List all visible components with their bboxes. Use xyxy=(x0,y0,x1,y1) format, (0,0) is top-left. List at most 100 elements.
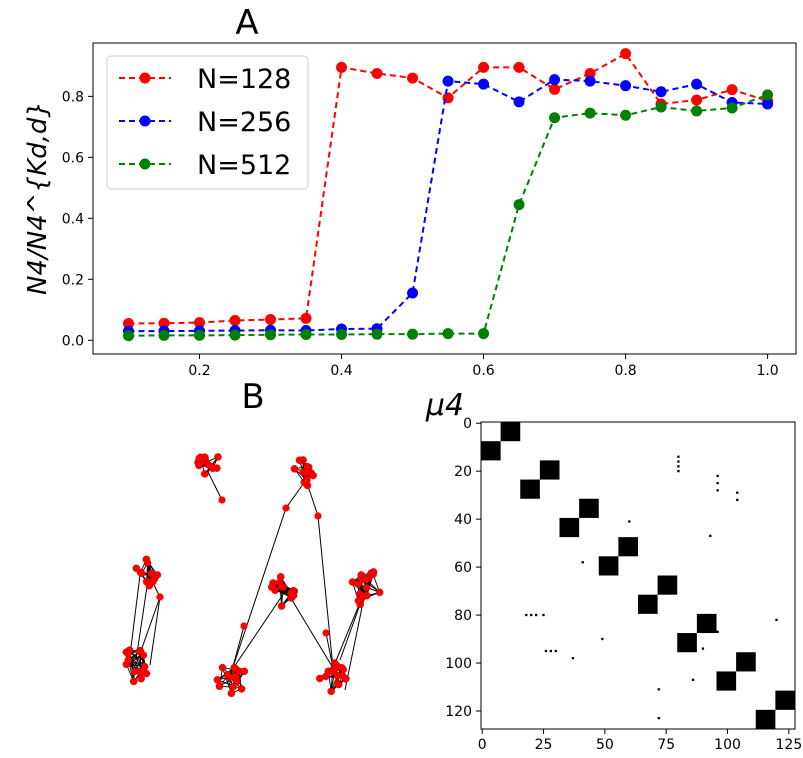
network-node xyxy=(288,592,297,601)
matrix-point xyxy=(657,688,660,691)
network-node xyxy=(230,663,239,672)
data-point xyxy=(336,328,348,340)
data-point xyxy=(158,329,170,341)
network-node xyxy=(334,680,343,689)
network-edge xyxy=(217,679,242,690)
matrix-point xyxy=(677,465,680,468)
x-tick-label: 0.6 xyxy=(472,363,494,379)
matrix-block xyxy=(775,690,795,710)
network-node xyxy=(277,602,286,610)
network-node xyxy=(218,663,227,672)
matrix-block xyxy=(598,556,619,576)
network-node xyxy=(267,583,276,591)
data-point xyxy=(442,75,454,87)
x-tick-label: 1.0 xyxy=(756,363,778,379)
matrix-cells xyxy=(481,422,795,729)
matrix-point xyxy=(581,561,584,564)
network-node xyxy=(309,471,317,480)
network-graph xyxy=(122,453,384,698)
matrix-point xyxy=(736,491,739,494)
y-tick-label: 0.8 xyxy=(62,89,84,105)
network-node xyxy=(322,629,330,637)
network-edge xyxy=(285,589,334,669)
matrix-block xyxy=(559,517,580,538)
data-point xyxy=(655,86,667,98)
matrix-point xyxy=(549,649,552,653)
data-point xyxy=(762,89,774,101)
data-point xyxy=(549,112,561,124)
matrix-point xyxy=(525,613,528,617)
network-edge xyxy=(135,579,149,661)
network-node xyxy=(195,454,203,463)
x-axis-label: μ4 xyxy=(425,388,464,423)
network-node xyxy=(354,580,362,588)
data-point xyxy=(442,328,454,340)
data-point xyxy=(478,78,490,90)
y-tick-label: 0.2 xyxy=(62,272,84,288)
matrix-y-tick-label: 60 xyxy=(454,560,472,576)
matrix-y-tick-label: 120 xyxy=(445,704,472,720)
x-tick-label: 0.2 xyxy=(188,363,210,379)
network-node xyxy=(140,662,149,671)
y-axis-label: N4/N4^{Kd,d} xyxy=(23,101,53,295)
network-node xyxy=(156,593,164,601)
network-node xyxy=(124,649,132,658)
matrix-point xyxy=(571,657,575,660)
data-point xyxy=(726,84,738,96)
matrix-point xyxy=(716,630,719,633)
network-node xyxy=(303,476,311,484)
legend-label: N=256 xyxy=(197,107,291,138)
network-node xyxy=(209,464,217,473)
network-edge xyxy=(231,507,287,671)
network-node xyxy=(138,569,146,578)
data-point xyxy=(300,328,312,340)
matrix-point xyxy=(657,717,660,720)
matrix-block xyxy=(755,709,776,729)
matrix-point xyxy=(736,498,739,502)
data-point xyxy=(123,318,135,330)
network-node xyxy=(331,665,339,673)
network-edge xyxy=(129,574,141,656)
matrix-point xyxy=(691,678,695,681)
data-point xyxy=(229,329,241,341)
network-node xyxy=(142,555,151,564)
data-point xyxy=(549,74,561,86)
network-node xyxy=(227,689,236,698)
network-node xyxy=(362,575,371,584)
network-node xyxy=(137,674,145,683)
data-point xyxy=(336,61,348,73)
network-node xyxy=(337,663,346,672)
legend-box xyxy=(106,55,309,190)
network-node xyxy=(139,651,148,659)
data-point xyxy=(478,328,490,340)
matrix-point xyxy=(542,613,545,617)
network-node xyxy=(295,456,304,464)
matrix-block xyxy=(677,633,697,653)
matrix-block xyxy=(638,594,658,614)
network-edge xyxy=(149,596,161,666)
y-tick-label: 0.6 xyxy=(62,150,84,166)
matrix-x-tick-label: 125 xyxy=(776,737,803,753)
data-point xyxy=(407,72,419,84)
network-node xyxy=(277,582,286,591)
data-point xyxy=(513,96,525,108)
matrix-block xyxy=(696,613,717,634)
legend: N=128 N=256 N=512 xyxy=(106,55,309,190)
network-node xyxy=(237,685,246,693)
network-edge xyxy=(231,589,287,671)
data-point xyxy=(158,317,170,329)
matrix-y-tick-label: 80 xyxy=(454,608,472,624)
matrix-point xyxy=(775,618,778,621)
network-node xyxy=(314,512,322,520)
network-node xyxy=(369,570,377,579)
matrix-point xyxy=(716,474,719,478)
network-node xyxy=(302,468,310,477)
matrix-block xyxy=(716,671,737,691)
matrix-point xyxy=(544,649,548,653)
matrix-point xyxy=(554,649,557,653)
data-point xyxy=(584,75,596,87)
network-node xyxy=(232,677,241,686)
network-node xyxy=(342,675,350,683)
network-edge xyxy=(317,515,334,669)
network-node xyxy=(145,581,154,590)
